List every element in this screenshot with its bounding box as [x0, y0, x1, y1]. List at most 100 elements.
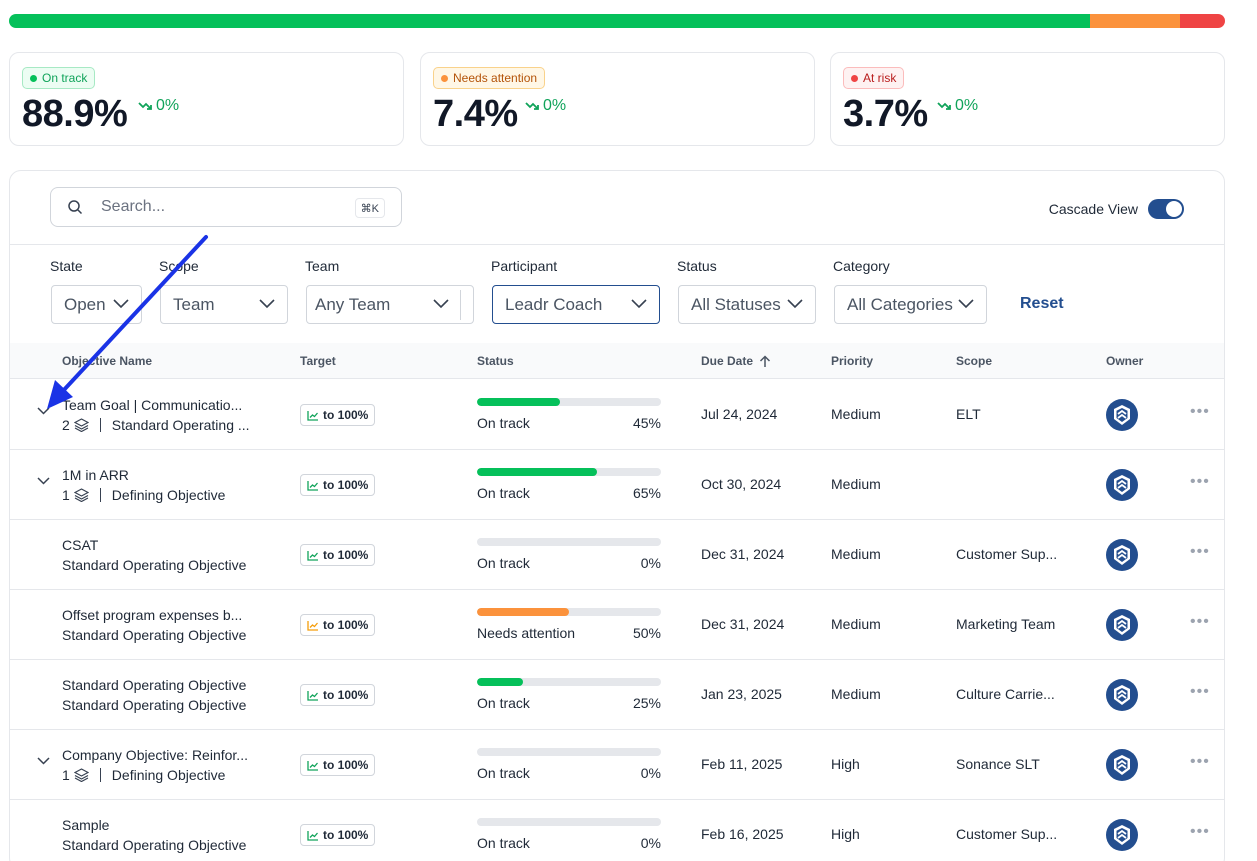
chart-trend-icon — [307, 830, 318, 841]
objective-name[interactable]: CSAT — [62, 537, 99, 553]
reset-filters-button[interactable]: Reset — [1020, 295, 1064, 312]
objective-name[interactable]: Sample — [62, 817, 110, 833]
column-header-target[interactable]: Target — [300, 354, 336, 368]
filter-scope-select[interactable]: Team — [160, 285, 288, 324]
column-header-priority[interactable]: Priority — [831, 354, 874, 368]
progress-percent: 0% — [640, 555, 661, 571]
objective-type-label: Standard Operating Objective — [62, 627, 247, 643]
owner-avatar-icon[interactable] — [1106, 399, 1138, 431]
progress-percent: 50% — [632, 625, 661, 641]
progress-bar — [477, 608, 661, 616]
cascade-view-control: Cascade View — [1049, 199, 1184, 219]
priority: Medium — [831, 686, 881, 702]
target-chip: to 100% — [300, 824, 376, 846]
target-chip: to 100% — [300, 474, 376, 496]
filter-state-select[interactable]: Open — [51, 285, 142, 324]
chevron-down-icon — [631, 299, 647, 309]
badge-label: Needs attention — [453, 71, 538, 85]
status-dot — [30, 74, 37, 82]
separator — [99, 488, 101, 502]
objective-name[interactable]: Team Goal | Communicatio... — [62, 397, 243, 413]
due-date: Oct 30, 2024 — [701, 476, 782, 492]
status-dot — [851, 74, 858, 82]
target-value: to 100% — [323, 828, 369, 842]
due-date: Dec 31, 2024 — [701, 616, 785, 632]
table-row[interactable]: Company Objective: Reinfor... 1 Defining O… — [10, 730, 1224, 800]
progress-fill — [477, 608, 569, 616]
table-row[interactable]: CSAT Standard Operating Objective to 100% O… — [10, 520, 1224, 590]
table-row[interactable]: 1M in ARR 1 Defining Objective to 100% On tr… — [10, 450, 1224, 520]
table-row[interactable]: Standard Operating Objective Standard Ope… — [10, 660, 1224, 730]
filter-participant-select[interactable]: Leadr Coach — [492, 285, 660, 324]
expand-chevron-icon[interactable] — [37, 407, 50, 415]
column-header-status[interactable]: Status — [477, 354, 514, 368]
table-row[interactable]: Sample Standard Operating Objective to 100… — [10, 800, 1224, 861]
filter-label-team: Team — [305, 258, 340, 274]
scope: Culture Carrie... — [956, 686, 1055, 702]
sort-ascending-icon — [759, 354, 771, 367]
objective-name[interactable]: Offset program expenses b... — [62, 607, 243, 623]
separator — [99, 768, 101, 782]
due-date: Dec 31, 2024 — [701, 546, 785, 562]
search-input[interactable] — [101, 198, 341, 216]
owner-avatar-icon[interactable] — [1106, 819, 1138, 851]
expand-chevron-icon[interactable] — [37, 757, 50, 765]
trend-value: 0% — [156, 97, 180, 114]
trend-value: 0% — [955, 97, 979, 114]
owner-avatar-icon[interactable] — [1106, 609, 1138, 641]
expand-chevron-icon[interactable] — [37, 477, 50, 485]
stat-value: 88.9% — [22, 93, 128, 135]
objective-name[interactable]: Standard Operating Objective — [62, 677, 247, 693]
more-options-icon[interactable]: ••• — [1190, 683, 1210, 700]
status-text: On track — [477, 695, 530, 711]
scope: Customer Sup... — [956, 546, 1058, 562]
cascade-view-toggle[interactable] — [1148, 199, 1184, 219]
chevron-down-icon — [958, 299, 974, 309]
objective-type-label: Standard Operating ... — [111, 417, 250, 433]
owner-avatar-icon[interactable] — [1106, 539, 1138, 571]
more-options-icon[interactable]: ••• — [1190, 753, 1210, 770]
trend-value: 0% — [543, 97, 567, 114]
column-header-scope[interactable]: Scope — [956, 354, 993, 368]
priority: High — [831, 826, 860, 842]
stat-value: 3.7% — [843, 93, 928, 135]
target-chip: to 100% — [300, 404, 376, 426]
priority: High — [831, 756, 860, 772]
priority: Medium — [831, 616, 881, 632]
table-row[interactable]: Offset program expenses b... Standard Ope… — [10, 590, 1224, 660]
column-header-owner[interactable]: Owner — [1106, 354, 1144, 368]
badge-label: At risk — [863, 71, 897, 85]
more-options-icon[interactable]: ••• — [1190, 403, 1210, 420]
scope: Marketing Team — [956, 616, 1056, 632]
target-value: to 100% — [323, 618, 369, 632]
more-options-icon[interactable]: ••• — [1190, 613, 1210, 630]
filter-category-select[interactable]: All Categories — [834, 285, 987, 324]
owner-avatar-icon[interactable] — [1106, 749, 1138, 781]
target-chip: to 100% — [300, 614, 376, 636]
search-box[interactable]: ⌘K — [50, 187, 402, 227]
more-options-icon[interactable]: ••• — [1190, 473, 1210, 490]
chevron-down-icon — [259, 299, 275, 309]
table-row[interactable]: Team Goal | Communicatio... 2 Standard Ope… — [10, 380, 1224, 450]
stat-value: 7.4% — [433, 93, 518, 135]
objective-type: Standard Operating Objective — [62, 697, 246, 713]
owner-avatar-icon[interactable] — [1106, 469, 1138, 501]
more-options-icon[interactable]: ••• — [1190, 823, 1210, 840]
objective-type-label: Standard Operating Objective — [62, 697, 247, 713]
distribution-needs-attention — [1090, 14, 1180, 28]
objective-type-label: Defining Objective — [111, 767, 226, 783]
target-value: to 100% — [323, 408, 369, 422]
owner-avatar-icon[interactable] — [1106, 679, 1138, 711]
chart-trend-icon — [307, 410, 318, 421]
column-header-due-date[interactable]: Due Date — [701, 354, 771, 368]
status-text: On track — [477, 835, 530, 851]
objective-name[interactable]: 1M in ARR — [62, 467, 129, 483]
more-options-icon[interactable]: ••• — [1190, 543, 1210, 560]
status-badge-on-track: On track — [22, 67, 96, 89]
progress-percent: 0% — [640, 835, 661, 851]
column-header-name[interactable]: Objective Name — [62, 354, 153, 368]
filter-status-select[interactable]: All Statuses — [678, 285, 816, 324]
filter-team-select[interactable]: Any Team — [306, 285, 474, 324]
child-count: 1 — [62, 487, 70, 503]
objective-name[interactable]: Company Objective: Reinfor... — [62, 747, 248, 763]
